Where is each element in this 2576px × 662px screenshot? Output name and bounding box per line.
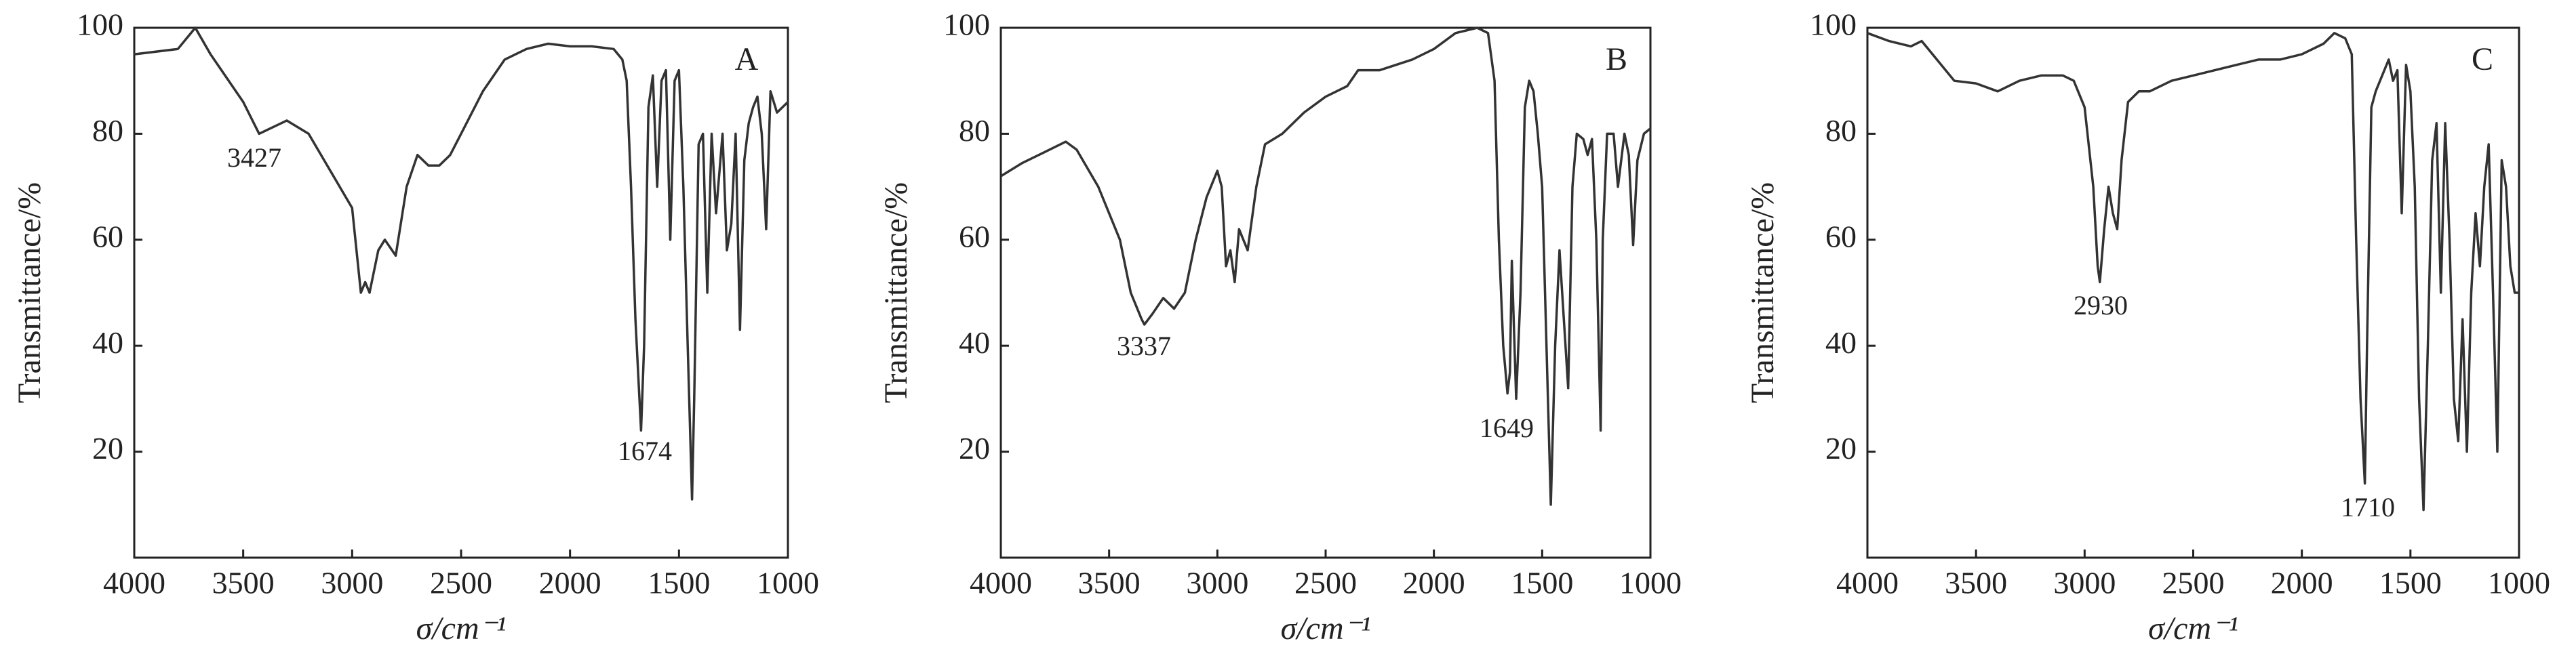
y-axis-label: Transmittance/% bbox=[878, 182, 914, 403]
x-axis-label: σ/cm⁻¹ bbox=[416, 611, 507, 646]
y-axis-label: Transmittance/% bbox=[1745, 182, 1781, 403]
panel: 20 40 60 80 100 4000 3500 3000 2500 2000 1500 1000 σ… bbox=[878, 7, 1682, 646]
y-tick-label: 80 bbox=[92, 113, 123, 148]
x-tick-label: 3500 bbox=[1945, 566, 2007, 600]
x-tick-label: 4000 bbox=[970, 566, 1032, 600]
peak-annotation: 3427 bbox=[227, 142, 281, 173]
x-tick-label: 1000 bbox=[757, 566, 819, 600]
x-tick-label: 3000 bbox=[1186, 566, 1248, 600]
x-tick-label: 4000 bbox=[103, 566, 165, 600]
x-tick-label: 2000 bbox=[1403, 566, 1465, 600]
x-tick-label: 2500 bbox=[430, 566, 492, 600]
x-tick-label: 3500 bbox=[1078, 566, 1141, 600]
x-axis-label: σ/cm⁻¹ bbox=[2148, 611, 2238, 646]
peak-annotation: 1649 bbox=[1480, 413, 1534, 443]
peak-annotation: 3337 bbox=[1117, 331, 1171, 361]
spectrum-line bbox=[134, 26, 789, 501]
y-axis-label: Transmittance/% bbox=[12, 182, 47, 403]
y-tick-label: 100 bbox=[1810, 7, 1857, 42]
y-tick-label: 40 bbox=[1825, 325, 1857, 360]
plot-frame bbox=[133, 26, 789, 559]
y-tick-label: 20 bbox=[1825, 431, 1857, 466]
panel: 20 40 60 80 100 4000 3500 3000 2500 2000 1500 1000 σ… bbox=[12, 7, 819, 646]
x-tick-label: 2000 bbox=[539, 566, 601, 600]
y-tick-label: 40 bbox=[959, 325, 990, 360]
x-tick-label: 4000 bbox=[1836, 566, 1899, 600]
spectrum-line bbox=[1867, 32, 2519, 512]
x-tick-label: 1500 bbox=[648, 566, 710, 600]
y-tick-label: 80 bbox=[1825, 113, 1857, 148]
x-tick-label: 3500 bbox=[212, 566, 275, 600]
y-tick-label: 20 bbox=[92, 431, 123, 466]
x-tick-label: 1000 bbox=[1619, 566, 1682, 600]
x-axis-label: σ/cm⁻¹ bbox=[1281, 611, 1371, 646]
panel-label: B bbox=[1606, 41, 1627, 77]
peak-annotation: 1674 bbox=[618, 436, 672, 466]
peak-annotation: 1710 bbox=[2341, 492, 2395, 522]
y-tick-label: 100 bbox=[943, 7, 990, 42]
y-tick-label: 80 bbox=[959, 113, 990, 148]
y-tick-label: 100 bbox=[77, 7, 123, 42]
y-tick-label: 40 bbox=[92, 325, 123, 360]
panel-label: A bbox=[735, 41, 759, 77]
y-tick-label: 60 bbox=[92, 219, 123, 253]
spectrum-line bbox=[1000, 26, 1652, 506]
plot-frame bbox=[999, 26, 1652, 559]
x-tick-label: 2500 bbox=[1294, 566, 1357, 600]
x-tick-label: 1500 bbox=[2379, 566, 2442, 600]
y-tick-label: 60 bbox=[959, 219, 990, 253]
x-tick-label: 3000 bbox=[2053, 566, 2116, 600]
panel: 20 40 60 80 100 4000 3500 3000 2500 2000 1500 1000 σ… bbox=[1745, 7, 2550, 646]
peak-annotation: 2930 bbox=[2074, 290, 2128, 320]
x-tick-label: 2500 bbox=[2162, 566, 2225, 600]
y-tick-label: 60 bbox=[1825, 219, 1857, 253]
x-tick-label: 1500 bbox=[1511, 566, 1573, 600]
panel-label: C bbox=[2472, 41, 2493, 77]
x-tick-label: 1000 bbox=[2488, 566, 2550, 600]
x-tick-label: 2000 bbox=[2271, 566, 2333, 600]
x-tick-label: 3000 bbox=[321, 566, 383, 600]
y-tick-label: 20 bbox=[959, 431, 990, 466]
